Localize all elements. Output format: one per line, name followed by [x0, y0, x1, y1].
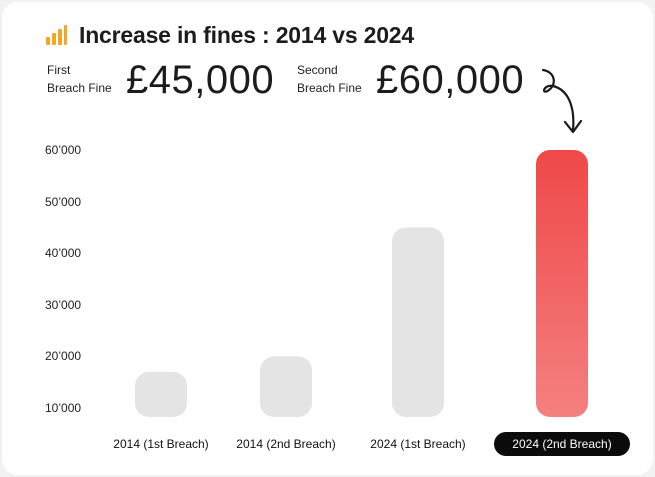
bar-2: [392, 227, 444, 417]
title-row: Increase in fines : 2014 vs 2024: [45, 20, 414, 50]
y-tick-label: 60’000: [45, 143, 82, 157]
second-breach-value: £60,000: [376, 58, 525, 102]
bar-1: [260, 356, 312, 417]
second-breach-label-line1: Second: [297, 63, 338, 77]
y-tick-label: 10’000: [45, 401, 82, 415]
y-tick-label: 40’000: [45, 246, 82, 261]
y-tick-label: 20’000: [45, 349, 82, 364]
first-breach-label: First Breach Fine: [47, 61, 112, 97]
y-tick-label: 50’000: [45, 194, 82, 209]
y-tick-label: 30’000: [45, 297, 82, 312]
x-tick-label: 2014 (1st Breach): [113, 437, 209, 451]
x-tick-label: 2014 (2nd Breach): [236, 437, 336, 451]
bar-3: [536, 150, 588, 417]
chart-title: Increase in fines : 2014 vs 2024: [79, 21, 414, 48]
second-breach-label: Second Breach Fine: [297, 61, 362, 97]
bar-0: [135, 371, 187, 417]
second-breach-label-line2: Breach Fine: [297, 81, 362, 95]
first-breach-value: £45,000: [126, 58, 275, 102]
first-breach-label-line1: First: [47, 63, 71, 77]
x-tick-label: 2024 (1st Breach): [370, 437, 466, 451]
curved-arrow-icon: [541, 68, 583, 134]
first-breach-label-line2: Breach Fine: [47, 81, 112, 95]
bar-chart-icon: [46, 25, 67, 45]
x-tick-label: 2024 (2nd Breach): [494, 432, 630, 456]
